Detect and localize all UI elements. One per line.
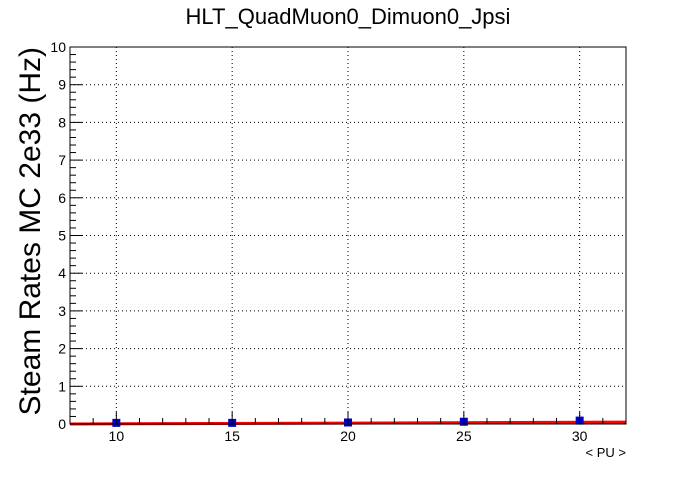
y-tick-label: 2 [58,341,66,357]
y-tick-label: 9 [58,77,66,93]
y-tick-label: 1 [58,378,66,394]
x-tick-label: 25 [456,428,472,444]
x-tick-label: 15 [224,428,240,444]
grid [70,47,626,424]
chart-title: HLT_QuadMuon0_Dimuon0_Jpsi [186,4,511,29]
y-axis-label: Steam Rates MC 2e33 (Hz) [14,47,47,415]
y-tick-label: 0 [58,416,66,432]
y-tick-label: 6 [58,190,66,206]
axes: 10 15 20 25 30 0 1 2 3 4 5 6 7 8 9 10 [50,39,627,444]
x-tick-label: 30 [572,428,588,444]
x-axis-label: < PU > [586,445,626,460]
y-tick-label: 4 [58,265,66,281]
x-tick-label: 20 [340,428,356,444]
y-tick-label: 8 [58,114,66,130]
x-tick-label: 10 [109,428,125,444]
y-tick-label: 5 [58,228,66,244]
y-tick-label: 7 [58,152,66,168]
y-tick-label: 3 [58,303,66,319]
y-tick-label: 10 [50,39,66,55]
